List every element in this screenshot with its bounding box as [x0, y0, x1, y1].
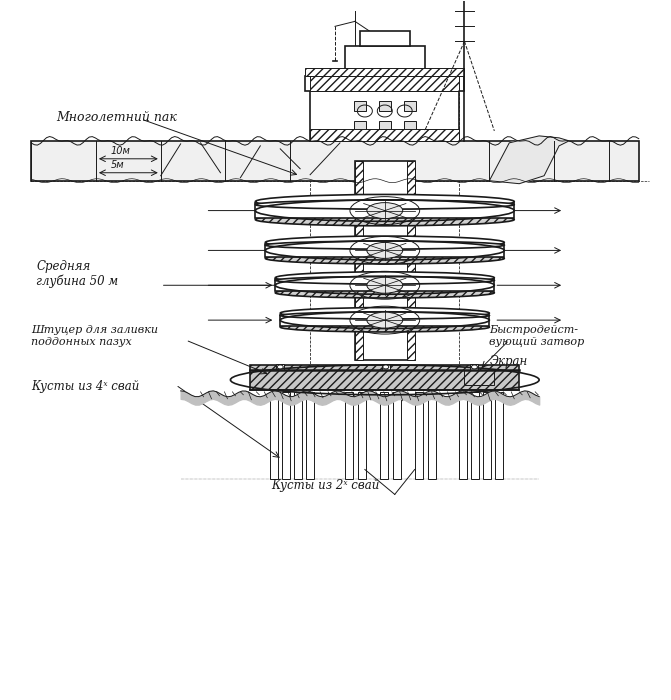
Bar [294, 392, 302, 480]
Ellipse shape [367, 202, 403, 218]
Ellipse shape [275, 272, 495, 284]
Polygon shape [489, 136, 569, 183]
Bar [495, 392, 503, 480]
Text: Штуцер для заливки
поддонных пазух: Штуцер для заливки поддонных пазух [32, 326, 158, 347]
Bar [345, 46, 425, 76]
Bar [276, 364, 285, 370]
Text: Средняя
глубина 50 м: Средняя глубина 50 м [36, 260, 118, 288]
Ellipse shape [265, 241, 505, 249]
Bar [306, 392, 314, 480]
Bar [310, 91, 460, 141]
Ellipse shape [280, 312, 489, 319]
Ellipse shape [280, 307, 489, 318]
Bar [354, 121, 366, 131]
Bar [270, 392, 278, 480]
Bar [305, 68, 464, 76]
Bar [355, 161, 415, 360]
Bar [404, 121, 415, 131]
Ellipse shape [256, 200, 514, 209]
Bar [470, 364, 478, 370]
Bar [472, 392, 479, 480]
Ellipse shape [382, 365, 389, 369]
Bar [464, 370, 495, 385]
Text: Многолетний пак: Многолетний пак [56, 111, 177, 124]
Ellipse shape [256, 195, 514, 209]
Ellipse shape [280, 322, 489, 332]
Ellipse shape [367, 242, 403, 258]
Text: Быстродейст-
вующий затвор: Быстродейст- вующий затвор [489, 326, 584, 347]
Bar [250, 365, 519, 390]
Bar [380, 392, 388, 480]
Bar [379, 101, 391, 111]
Text: Экран: Экран [489, 355, 527, 368]
Ellipse shape [367, 277, 403, 293]
Bar [345, 392, 353, 480]
Ellipse shape [472, 365, 477, 369]
Bar [282, 392, 290, 480]
Bar [354, 101, 366, 111]
Bar [427, 392, 435, 480]
Ellipse shape [275, 288, 495, 298]
Ellipse shape [265, 236, 505, 248]
Bar [305, 76, 464, 91]
Bar [256, 204, 514, 218]
Bar [358, 392, 366, 480]
Bar [360, 32, 410, 46]
Ellipse shape [265, 253, 505, 264]
Bar [407, 161, 415, 360]
Bar [280, 314, 489, 326]
Bar [393, 392, 401, 480]
Bar [265, 244, 505, 257]
Bar [310, 129, 460, 141]
Bar [415, 392, 423, 480]
Text: Кусты из 2ˣ свай: Кусты из 2ˣ свай [271, 480, 379, 492]
Bar [460, 392, 468, 480]
Bar [379, 121, 391, 131]
Ellipse shape [256, 214, 514, 226]
Bar [382, 364, 390, 370]
Ellipse shape [275, 276, 495, 284]
Bar [355, 161, 363, 360]
Bar [310, 76, 460, 91]
Text: 5м: 5м [111, 160, 125, 170]
Bar [275, 279, 495, 291]
Bar [483, 392, 491, 480]
Bar [32, 141, 639, 181]
Ellipse shape [367, 312, 403, 328]
Text: Кусты из 4ˣ свай: Кусты из 4ˣ свай [32, 380, 140, 393]
Bar [404, 101, 415, 111]
Ellipse shape [277, 365, 283, 369]
Text: 10м: 10м [111, 146, 131, 156]
